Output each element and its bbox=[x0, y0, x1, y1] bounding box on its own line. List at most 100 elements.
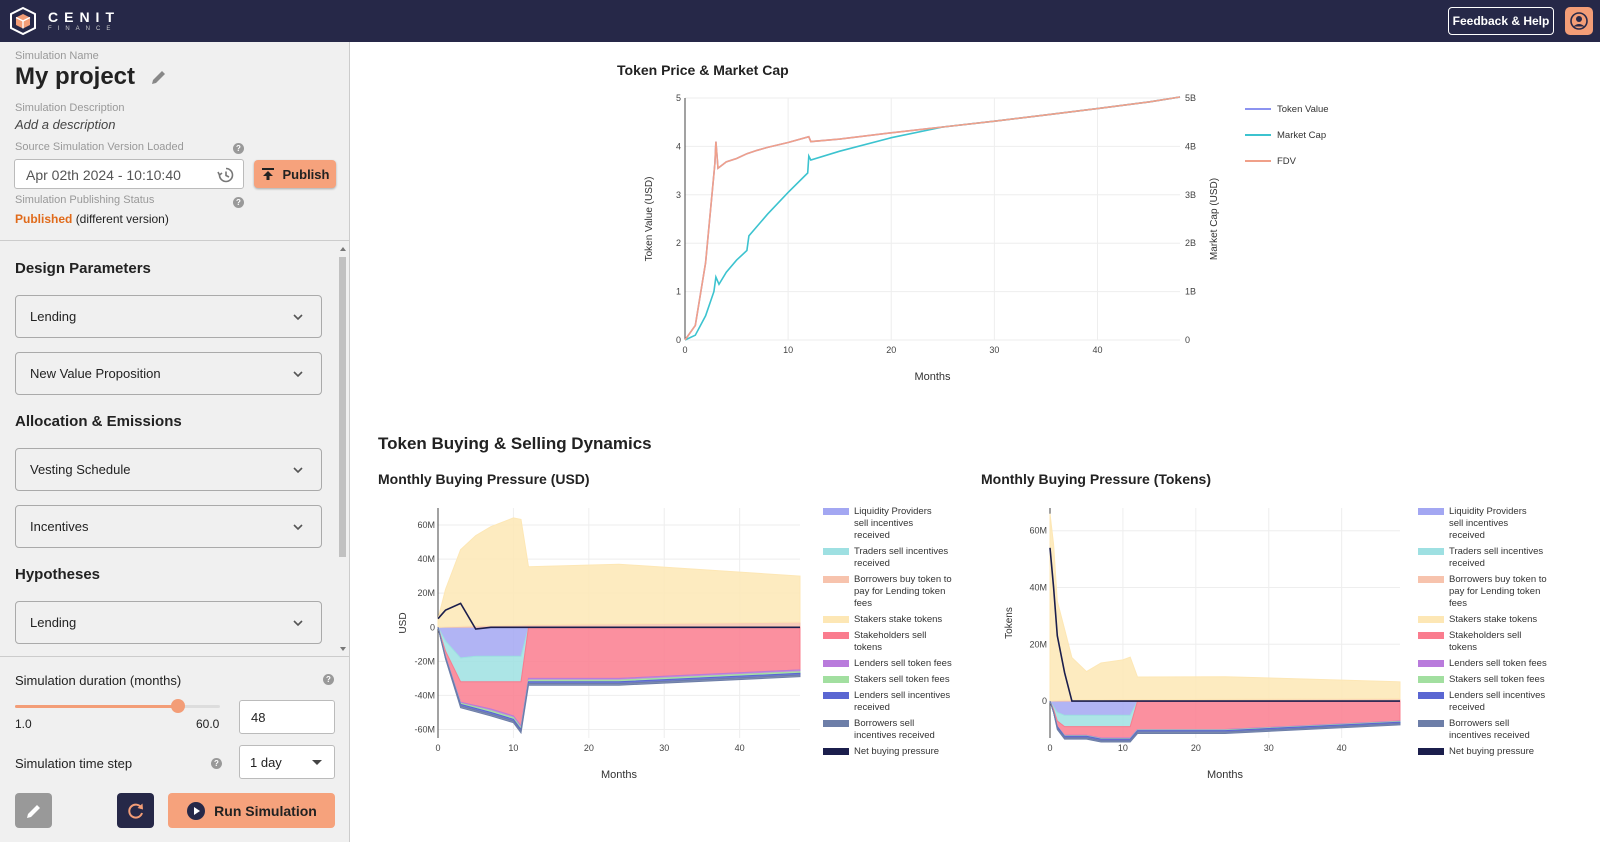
y-axis-label: Tokens bbox=[1004, 607, 1015, 639]
x-axis-label: Months bbox=[601, 769, 638, 781]
dropdown-vesting-schedule[interactable]: Vesting Schedule bbox=[15, 448, 322, 491]
dropdown-incentives[interactable]: Incentives bbox=[15, 505, 322, 548]
legend-label: Lenders sell incentives bbox=[854, 690, 950, 701]
version-select-field[interactable]: Apr 02th 2024 - 10:10:40 bbox=[14, 159, 244, 189]
legend-label: Stakers sell token fees bbox=[854, 674, 950, 685]
publish-button[interactable]: Publish bbox=[254, 160, 336, 188]
y2-tick-label: 4B bbox=[1185, 141, 1196, 151]
section-hypotheses: Hypotheses bbox=[15, 566, 101, 583]
series-line-net-buying-pressure bbox=[437, 602, 800, 630]
legend-label: Traders sell incentives bbox=[1449, 546, 1543, 557]
y-tick-label: 60M bbox=[417, 520, 435, 530]
legend-label: sell incentives bbox=[854, 518, 913, 529]
duration-slider-thumb[interactable] bbox=[171, 699, 186, 713]
chevron-down-icon bbox=[293, 467, 303, 474]
legend-label: incentives received bbox=[1449, 730, 1530, 741]
timestep-select[interactable]: 1 day bbox=[239, 745, 335, 779]
legend-label: Liquidity Providers bbox=[854, 506, 932, 517]
dropdown-lending[interactable]: Lending bbox=[15, 295, 322, 338]
cube-logo-icon bbox=[10, 6, 36, 36]
legend-label: Lenders sell token fees bbox=[854, 658, 952, 669]
pub-status-value: Published bbox=[15, 212, 73, 226]
legend-swatch bbox=[1418, 632, 1444, 639]
legend-label: FDV bbox=[1277, 156, 1297, 167]
dropdown-label: Vesting Schedule bbox=[30, 462, 131, 477]
chart-title-tokens: Monthly Buying Pressure (Tokens) bbox=[981, 471, 1211, 487]
publish-label: Publish bbox=[282, 166, 330, 182]
pub-status-help-icon[interactable]: ? bbox=[233, 197, 244, 208]
legend-label: Borrowers sell bbox=[854, 718, 914, 729]
x-tick-label: 0 bbox=[1047, 743, 1052, 753]
description-field[interactable]: Add a description bbox=[15, 117, 116, 132]
timestep-help-icon[interactable]: ? bbox=[211, 758, 222, 769]
legend-label: received bbox=[1449, 702, 1485, 713]
sim-name-label: Simulation Name bbox=[15, 50, 99, 62]
y-tick-label: 5 bbox=[676, 93, 681, 103]
chart-token-price: 0 10 20 30 40 0 1 2 3 4 5 0 1B 2B 3B 4B 5B Months Token Va… bbox=[644, 93, 1329, 383]
run-simulation-button[interactable]: Run Simulation bbox=[168, 793, 335, 828]
duration-input[interactable]: 48 bbox=[239, 700, 335, 734]
legend-label: tokens bbox=[854, 642, 882, 653]
series-line-fdv bbox=[684, 96, 1181, 341]
duration-slider[interactable] bbox=[15, 699, 220, 713]
edit-name-pencil-icon[interactable] bbox=[150, 68, 168, 86]
legend-swatch bbox=[1418, 692, 1444, 699]
x-tick-label: 20 bbox=[886, 345, 896, 355]
parameters-panel: Design Parameters Lending New Value Prop… bbox=[0, 243, 340, 653]
y-tick-label: 40M bbox=[1029, 583, 1047, 593]
version-label: Source Simulation Version Loaded bbox=[15, 141, 184, 153]
timestep-label: Simulation time step bbox=[15, 756, 133, 771]
play-icon bbox=[187, 801, 206, 820]
brand-logo[interactable]: CENIT FINANCE bbox=[8, 6, 120, 36]
legend-label: Borrowers buy token to bbox=[1449, 574, 1547, 585]
dropdown-new-value-proposition[interactable]: New Value Proposition bbox=[15, 352, 322, 395]
legend-label: Borrowers buy token to bbox=[854, 574, 952, 585]
pub-status-label: Simulation Publishing Status bbox=[15, 194, 155, 206]
chart-title-usd: Monthly Buying Pressure (USD) bbox=[378, 471, 590, 487]
history-icon[interactable] bbox=[217, 166, 235, 184]
x-tick-label: 20 bbox=[1191, 743, 1201, 753]
x-axis-label: Months bbox=[1207, 769, 1244, 781]
chart-title-price: Token Price & Market Cap bbox=[617, 62, 789, 78]
dropdown-hypotheses-lending[interactable]: Lending bbox=[15, 601, 322, 644]
duration-help-icon[interactable]: ? bbox=[323, 674, 334, 685]
duration-label: Simulation duration (months) bbox=[15, 673, 182, 688]
chevron-down-icon bbox=[293, 620, 303, 627]
legend-label: sell incentives bbox=[1449, 518, 1508, 529]
feedback-help-button[interactable]: Feedback & Help bbox=[1448, 7, 1554, 35]
brand-name: CENIT bbox=[48, 8, 120, 25]
x-tick-label: 10 bbox=[1118, 743, 1128, 753]
user-avatar-button[interactable] bbox=[1565, 7, 1593, 35]
x-tick-label: 30 bbox=[659, 743, 669, 753]
y-tick-label: -20M bbox=[414, 656, 435, 666]
y-tick-label: 0 bbox=[430, 622, 435, 632]
top-bar: CENIT FINANCE Feedback & Help bbox=[0, 0, 1600, 42]
x-tick-label: 10 bbox=[508, 743, 518, 753]
version-help-icon[interactable]: ? bbox=[233, 143, 244, 154]
legend-label: Borrowers sell bbox=[1449, 718, 1509, 729]
legend-label: Liquidity Providers bbox=[1449, 506, 1527, 517]
section-allocation-emissions: Allocation & Emissions bbox=[15, 413, 182, 430]
legend-swatch bbox=[823, 676, 849, 683]
legend-label: fees bbox=[1449, 598, 1467, 609]
legend-label: pay for Lending token bbox=[1449, 586, 1540, 597]
legend-label: Stakeholders sell bbox=[854, 630, 926, 641]
chevron-down-icon bbox=[293, 371, 303, 378]
pub-status-note: (different version) bbox=[75, 212, 169, 226]
legend-swatch bbox=[823, 576, 849, 583]
duration-max: 60.0 bbox=[196, 717, 220, 731]
dropdown-label: New Value Proposition bbox=[30, 366, 161, 381]
x-tick-label: 20 bbox=[584, 743, 594, 753]
scroll-up-icon[interactable] bbox=[339, 245, 347, 253]
edit-button[interactable] bbox=[15, 793, 52, 828]
scroll-down-icon[interactable] bbox=[339, 645, 347, 653]
legend-label: fees bbox=[854, 598, 872, 609]
scroll-thumb[interactable] bbox=[339, 257, 346, 557]
params-scrollbar[interactable] bbox=[338, 245, 348, 653]
reset-button[interactable] bbox=[117, 793, 154, 828]
pub-status: Published (different version) bbox=[15, 212, 169, 226]
section-title-dynamics: Token Buying & Selling Dynamics bbox=[378, 434, 652, 453]
legend-swatch bbox=[823, 660, 849, 667]
x-tick-label: 40 bbox=[735, 743, 745, 753]
project-name[interactable]: My project bbox=[15, 63, 136, 90]
